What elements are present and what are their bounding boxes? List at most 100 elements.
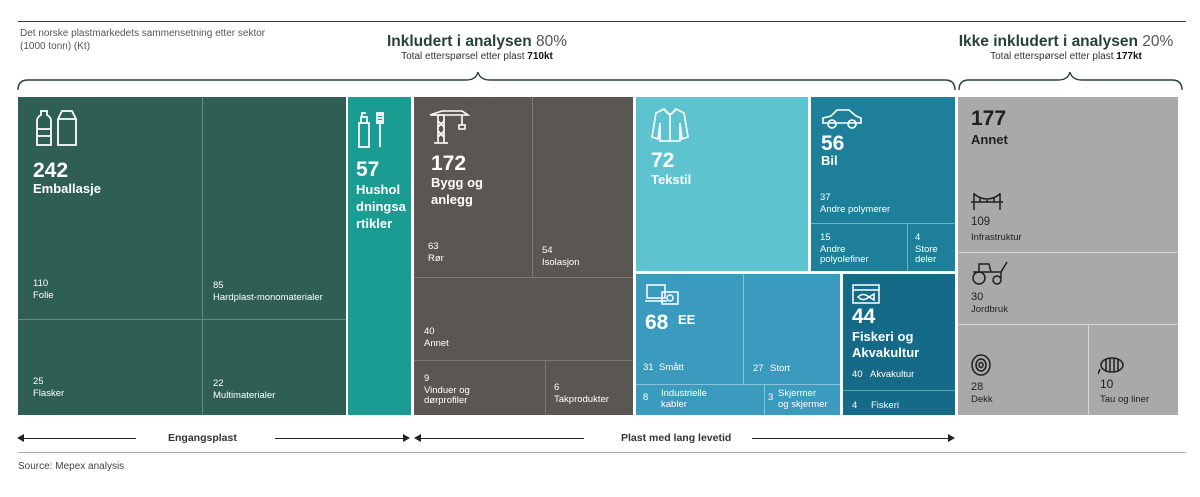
divider [743,274,744,384]
top-rule [18,21,1186,22]
bil-value: 56 [821,132,845,155]
subtitle-line-2: (1000 tonn) (Kt) [20,41,91,52]
kabler-label-2: kabler [661,399,687,410]
skjermer-label-2: og skjermer [778,399,828,410]
annet-label: Annet [971,132,1008,147]
excluded-header: Ikke inkludert i analysen 20% Total ette… [946,33,1186,62]
subtitle-line-1: Det norske plastmarkedets sammensetning … [20,28,266,39]
akvakultur-label: Akvakultur [870,369,915,380]
jordbruk-label: Jordbruk [971,304,1008,315]
bygg-value: 172 [431,152,467,175]
bygg-annet-label: Annet [424,338,449,349]
bil-label: Bil [821,153,838,168]
bygg-annet-value: 40 [424,326,435,337]
emballasje-label: Emballasje [33,181,101,196]
divider [414,360,633,361]
treemap-fiskeri: 44 Fiskeri og Akvakultur 40 Akvakultur 4… [843,274,955,415]
treemap-annet: 177 Annet 109 Infrastruktur 30 Jordbruk … [958,97,1178,415]
folie-value: 110 [33,278,49,289]
emballasje-value: 242 [33,159,69,182]
kabler-value: 8 [643,392,649,403]
isolasjon-label: Isolasjon [542,257,580,268]
store-deler-label-1: Store [915,244,938,255]
included-header: Inkludert i analysen 80% Total etterspør… [372,33,582,62]
arrow-left-line-a [23,438,136,439]
arrow-left-line-b [275,438,403,439]
isolasjon-value: 54 [542,245,553,256]
smatt-label: Smått [659,362,684,373]
treemap-husholdning: 57 Hushol dningsa rtikler [348,97,411,415]
store-deler-value: 4 [915,232,921,243]
arrow-right-head [414,434,421,442]
fiskeri-sub-label: Fiskeri [871,400,899,411]
included-brace [17,71,956,91]
tau-value: 10 [1100,377,1114,391]
kabler-label-1: Industrielle [661,388,707,399]
stort-value: 27 [753,363,764,374]
included-pct: 80% [536,33,568,50]
husholdning-label-3: rtikler [356,216,393,231]
included-title: Inkludert i analysen [386,33,532,50]
excluded-brace [958,71,1183,91]
skjermer-value: 3 [768,392,774,403]
divider [1088,324,1089,415]
treemap-emballasje: 242 Emballasje 110 Folie 85 Hardplast-mo… [18,97,346,415]
arrow-left-head-end [403,434,410,442]
dekk-label: Dekk [971,394,993,405]
vinduer-value: 9 [424,373,430,384]
divider [545,360,546,415]
divider [958,324,1178,325]
treemap-bil: 56 Bil 37 Andre polymerer 15 Andre polyo… [811,97,955,271]
divider [636,384,840,385]
folie-label: Folie [33,290,54,301]
divider [958,252,1178,253]
takprodukter-value: 6 [554,382,560,393]
rope-icon [1098,357,1124,375]
infrastruktur-value: 109 [971,216,991,228]
electronics-icon [645,284,679,305]
tire-icon [971,354,991,376]
stort-label: Stort [770,363,791,374]
bottom-rule [18,452,1186,453]
flasker-label: Flasker [33,388,65,399]
bottles-icon [36,110,77,146]
arrow-right-line-a [420,438,584,439]
jordbruk-value: 30 [971,291,984,303]
bridge-icon [971,193,1003,210]
fiskeri-value: 44 [852,305,876,328]
treemap-ee: 68 EE 31 Smått 27 Stort 8 Industrielle k… [636,274,840,415]
hardplast-value: 85 [213,280,224,291]
excluded-total: 177kt [1116,51,1142,62]
divider [202,97,203,415]
divider [764,384,765,415]
skjermer-label-1: Skjermer [778,388,817,399]
divider [18,319,346,320]
andre-polyolefiner-label-2: polyolefiner [820,254,869,265]
husholdning-label-2: dningsa [356,199,406,214]
vinduer-label-2: dørprofiler [424,395,468,406]
andre-polyolefiner-value: 15 [820,232,831,243]
bygg-label-2: anlegg [431,192,473,207]
engangsplast-label: Engangsplast [168,432,237,444]
arrow-right-line-b [752,438,948,439]
car-icon [822,109,862,129]
arrow-left-head [17,434,24,442]
fish-tank-icon [852,284,880,304]
household-items-icon [358,112,384,148]
multimaterialer-value: 22 [213,378,224,389]
tekstil-label: Tekstil [651,172,692,187]
excluded-pct: 20% [1142,33,1174,50]
source-note: Source: Mepex analysis [18,461,125,472]
infrastruktur-label: Infrastruktur [971,232,1022,243]
husholdning-value: 57 [356,158,380,181]
divider [811,223,955,224]
flasker-value: 25 [33,376,44,387]
treemap-tekstil: 72 Tekstil [636,97,808,271]
andre-polyolefiner-label-1: Andre [820,244,846,255]
treemap-bygg: 172 Bygg og anlegg 63 Rør 54 Isolasjon 4… [414,97,633,415]
excluded-title: Ikke inkludert i analysen [958,33,1138,50]
excluded-subtitle: Total etterspørsel etter plast [990,51,1117,62]
crane-icon [429,110,470,144]
fiskeri-label-2: Akvakultur [852,345,920,360]
multimaterialer-label: Multimaterialer [213,390,276,401]
